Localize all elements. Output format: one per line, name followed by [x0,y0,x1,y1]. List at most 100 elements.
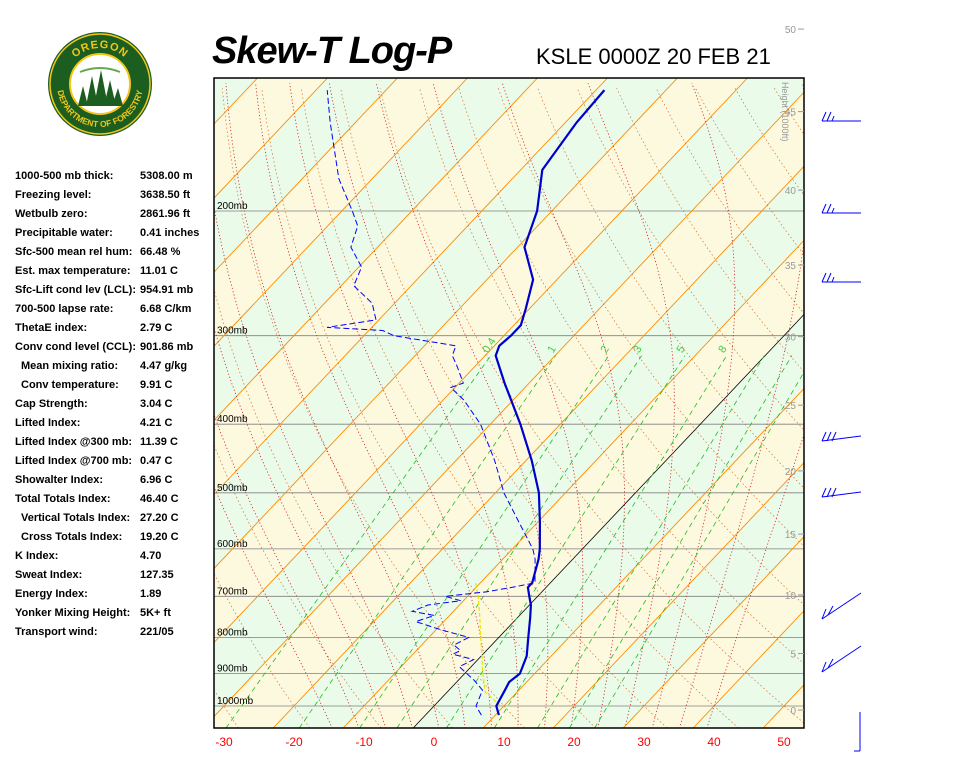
moist-adiabat-line [214,204,413,728]
height-tick-label: 30 [785,333,797,344]
height-tick-label: 10 [785,591,797,602]
dewpoint-profile-line [326,90,536,716]
pressure-label: 600mb [217,539,248,550]
index-label: Vertical Totals Index: [21,512,131,524]
pressure-label: 500mb [217,483,248,494]
station-time-label: KSLE 0000Z 20 FEB 21 [536,44,771,69]
dry-adiabat-line [853,88,960,728]
mixing-ratio-line [493,355,728,728]
isotherm-line [482,387,804,728]
index-value: 4.70 [140,550,162,562]
mixing-ratio-label: 2 [598,344,611,356]
pressure-label: 1000mb [217,696,254,707]
dry-adiabat-line [893,88,960,728]
wind-barb-icon [821,431,862,442]
index-label: ThetaE index: [15,322,88,334]
mixing-ratio-line [396,355,642,728]
x-tick-label: 30 [637,735,651,749]
index-value: 2.79 C [140,322,173,334]
x-tick-label: 0 [431,735,438,749]
isotherm-line [342,239,804,728]
mixing-ratio-line [446,355,686,728]
index-value: 6.68 C/km [140,303,192,315]
index-label: Mean mixing ratio: [21,360,119,372]
dry-adiabat-line [379,88,804,724]
mixing-ratio-line [594,371,804,728]
mixing-ratio-line [298,355,556,728]
mixing-ratio-label: 1 [545,344,558,356]
index-label: Transport wind: [15,626,98,638]
index-value: 5K+ ft [140,607,171,619]
wind-barb-icon [821,487,862,498]
moist-adiabat-line [587,83,675,728]
index-label: Total Totals Index: [15,493,111,505]
index-value: 954.91 mb [140,284,194,296]
isobars [214,210,804,707]
pressure-label: 700mb [217,586,248,597]
index-value: 2861.96 ft [140,208,191,220]
index-label: 1000-500 mb thick: [15,170,114,182]
index-label: Freezing level: [15,189,92,201]
isotherm-line [214,78,748,644]
isotherm-line [552,461,804,728]
index-value: 127.35 [140,569,174,581]
height-tick-label: 45 [785,108,797,119]
index-value: 3638.50 ft [140,189,191,201]
pressure-label: 200mb [217,201,248,212]
chart-title: Skew-T Log-P [212,30,452,72]
index-label: Est. max temperature: [15,265,131,277]
dry-adiabat-line [214,689,239,728]
x-tick-label: 20 [567,735,581,749]
pressure-label: 900mb [217,664,248,675]
index-label: Showalter Index: [15,474,104,486]
index-value: 11.01 C [140,265,178,277]
index-value: 0.47 C [140,455,173,467]
dry-adiabat-line [261,88,596,728]
mixing-ratio-label: 5 [675,344,688,356]
height-tick-label: 0 [790,706,796,717]
index-value: 3.04 C [140,398,173,410]
isotherm-line [214,78,328,199]
isotherm-line [214,78,678,570]
index-value: 221/05 [140,626,174,638]
isotherm-line [214,78,608,496]
index-value: 1.89 [140,588,162,600]
isotherm-line [0,78,47,728]
x-tick-label: 50 [777,735,791,749]
mixing-ratio-lines [225,355,804,728]
mixing-ratio-line [537,355,765,728]
x-tick-label: -10 [355,735,373,749]
x-tick-label: 40 [707,735,721,749]
index-label: Sweat Index: [15,569,83,581]
mixing-ratio-label: 3 [631,344,644,356]
moist-adiabat-line [329,83,519,728]
wind-barb-icon [821,592,862,620]
wind-barb-icon [821,111,861,122]
dry-adiabat-line [814,88,960,728]
pressure-label: 400mb [217,414,248,425]
moist-adiabat-line [214,413,360,728]
index-label: Yonker Mixing Height: [15,607,131,619]
moist-adiabat-line [289,83,492,728]
x-tick-label: 10 [497,735,511,749]
index-label: Conv temperature: [21,379,119,391]
index-label: Cap Strength: [15,398,88,410]
dry-adiabat-line [300,88,668,728]
index-value: 9.91 C [140,379,173,391]
height-tick-label: 25 [785,401,797,412]
pressure-label: 300mb [217,326,248,337]
height-tick-label: 35 [785,261,797,272]
isotherm-line [214,78,398,273]
tree-icon [78,70,123,106]
parcel-trace-line [474,582,501,707]
height-axis-label: Height (1000ft) [780,82,790,142]
isotherm-line [0,78,117,728]
plot-frame [213,77,805,729]
x-tick-label: -30 [215,735,233,749]
temperature-profile-line [494,89,606,716]
index-value: 6.96 C [140,474,173,486]
index-value: 4.21 C [140,417,173,429]
x-tick-label: -20 [285,735,303,749]
index-value: 5308.00 m [140,170,193,182]
index-label: Lifted Index: [15,417,81,429]
